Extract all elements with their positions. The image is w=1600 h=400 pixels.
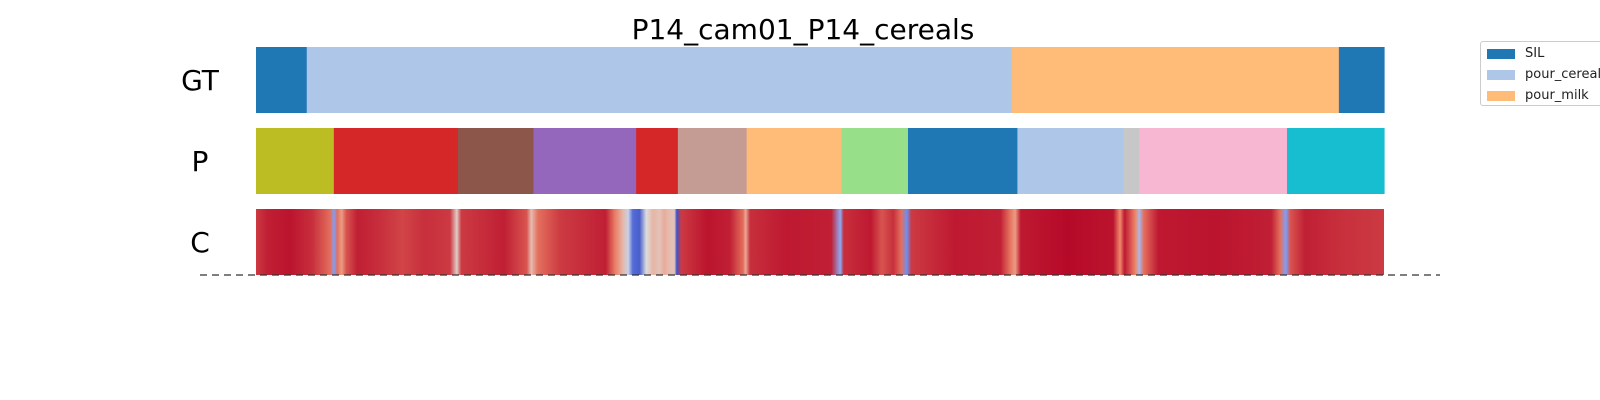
segment-bar <box>256 47 308 113</box>
row-label: P <box>192 145 209 178</box>
segment-bar <box>677 128 748 194</box>
segment-bar <box>1286 128 1385 194</box>
row-label: C <box>190 226 210 259</box>
segment-bar <box>533 128 637 194</box>
segment-bar <box>1011 47 1340 113</box>
segment-bar <box>1338 47 1385 113</box>
segment-bar <box>306 47 1013 113</box>
segment-bar <box>1139 128 1288 194</box>
legend-swatch <box>1487 70 1515 80</box>
segment-bar <box>907 128 1018 194</box>
legend-swatch <box>1487 49 1515 59</box>
chart-title: P14_cam01_P14_cereals <box>632 13 975 46</box>
row-gt: GT <box>181 47 1385 113</box>
legend-label: SIL <box>1525 46 1545 61</box>
segment-bar <box>636 128 679 194</box>
timeline-rows: GT P C <box>181 47 1385 275</box>
legend-swatch <box>1487 91 1515 101</box>
segment-bar <box>841 128 909 194</box>
segment-bar <box>256 128 335 194</box>
segment-bar <box>333 128 459 194</box>
segment-bar <box>746 128 843 194</box>
legend-label: pour_cereals <box>1525 67 1600 82</box>
row-c: C <box>190 209 1384 275</box>
legend-label: pour_milk <box>1525 88 1589 103</box>
segment-bar <box>1123 128 1140 194</box>
legend: SIL pour_cereals pour_milk <box>1480 41 1600 106</box>
row-p: P <box>192 128 1385 194</box>
confidence-strip <box>256 209 1384 275</box>
segment-bar <box>457 128 535 194</box>
segment-bar <box>1017 128 1125 194</box>
row-label: GT <box>181 64 220 97</box>
